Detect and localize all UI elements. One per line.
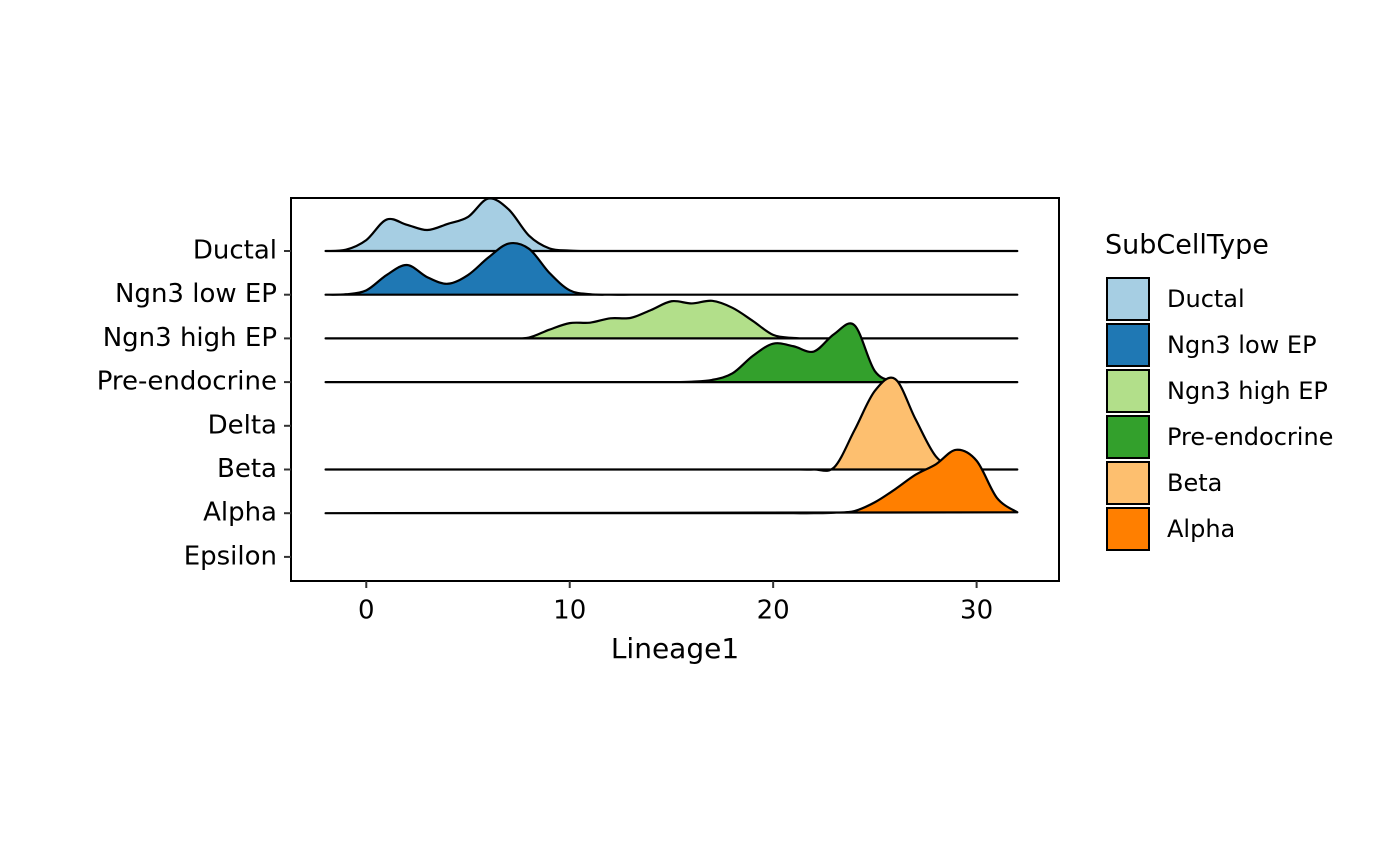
legend-title: SubCellType [1105,230,1269,261]
legend-swatch [1106,323,1150,367]
panel-border [290,197,1060,582]
y-tick-label: Alpha [203,498,277,528]
y-tick-label: Ngn3 high EP [103,323,277,353]
legend-label: Beta [1167,469,1222,497]
legend-swatch [1106,461,1150,505]
ridge [324,299,1019,340]
ridge [324,448,1019,515]
y-tick-label: Delta [208,410,277,440]
x-tick-label: 20 [757,596,790,626]
legend-label: Ngn3 high EP [1167,377,1328,405]
legend-label: Ngn3 low EP [1167,331,1317,359]
y-tick-label: Ductal [193,236,277,266]
ridge [324,197,1019,253]
y-tick-label: Beta [217,454,277,484]
x-tick-label: 30 [960,596,993,626]
legend-swatch [1106,369,1150,413]
ridge [324,322,1019,384]
legend-label: Pre-endocrine [1167,423,1333,451]
x-axis-title: Lineage1 [611,632,739,665]
plot-area [324,197,1019,515]
y-tick-label: Pre-endocrine [97,367,277,397]
x-tick-label: 10 [553,596,586,626]
legend-label: Ductal [1167,285,1245,313]
legend-swatch [1106,277,1150,321]
x-tick-label: 0 [358,596,375,626]
y-tick-label: Epsilon [184,541,277,571]
legend-swatch [1106,415,1150,459]
legend-label: Alpha [1167,515,1235,543]
legend-swatch [1106,507,1150,551]
ridge [324,241,1019,296]
y-tick-label: Ngn3 low EP [115,279,277,309]
ridge [324,376,1019,472]
